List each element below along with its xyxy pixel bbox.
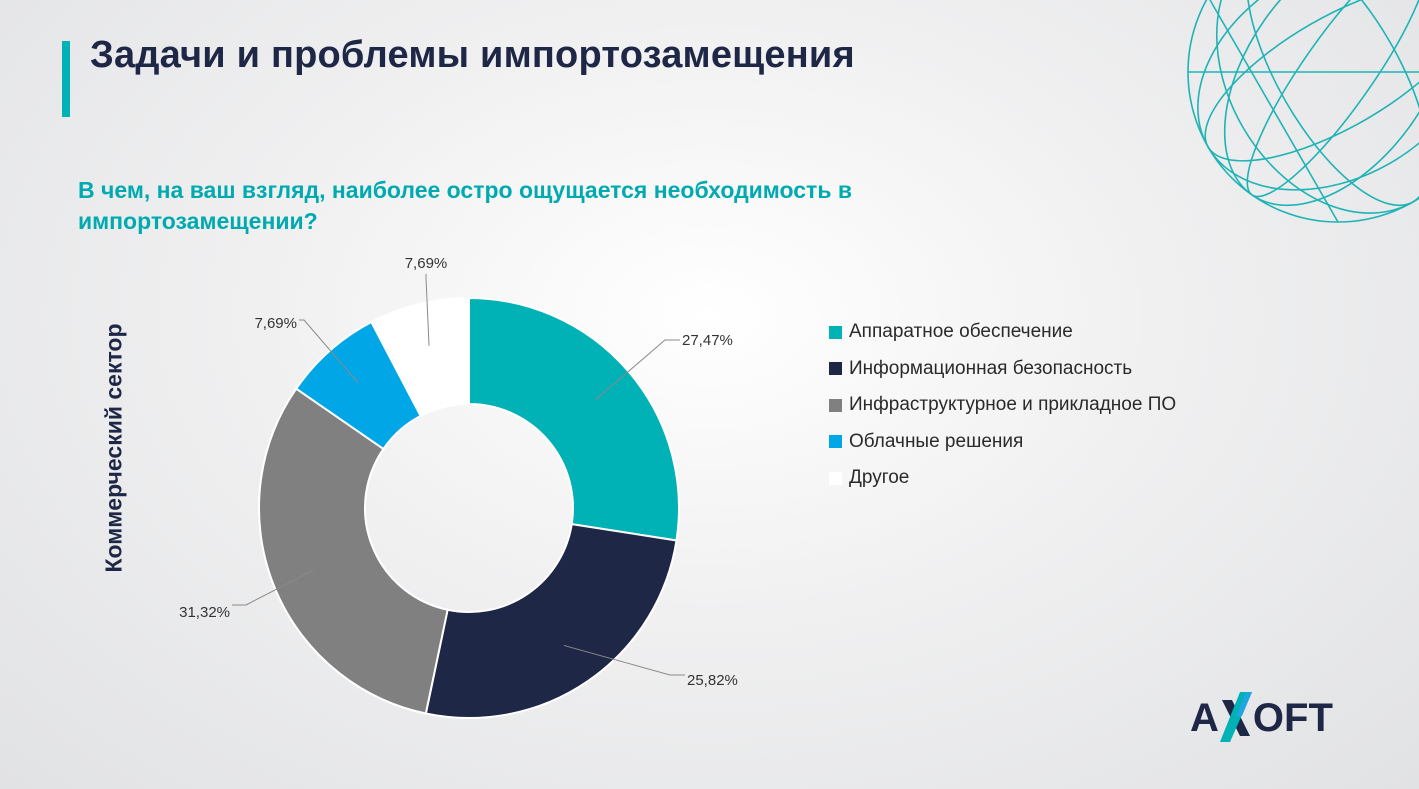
legend-label: Инфраструктурное и прикладное ПО	[849, 394, 1177, 416]
donut-slice	[370, 296, 470, 418]
legend-item: Информационная безопасность	[829, 351, 1176, 388]
donut-slice	[424, 522, 678, 719]
donut-slice	[468, 296, 680, 542]
survey-question: В чем, на ваш взгляд, наиболее остро ощу…	[78, 177, 852, 234]
leader-line	[595, 339, 680, 400]
legend-label: Информационная безопасность	[849, 357, 1133, 379]
data-label: 7,69%	[254, 315, 297, 332]
legend-swatch	[829, 362, 842, 376]
legend-label: Облачные решения	[849, 430, 1024, 452]
data-label: 27,47%	[682, 332, 733, 349]
legend-label: Аппаратное обеспечение	[849, 321, 1073, 343]
leader-line	[232, 569, 315, 606]
legend-item: Аппаратное обеспечение	[829, 314, 1176, 351]
legend-swatch	[829, 435, 842, 449]
leader-line	[299, 319, 359, 384]
legend-label: Другое	[849, 467, 910, 489]
data-label: 7,69%	[405, 255, 448, 272]
wireframe-globe-icon	[1187, 0, 1419, 223]
legend-item: Другое	[829, 460, 1176, 497]
legend-item: Инфраструктурное и прикладное ПО	[829, 387, 1176, 424]
legend-swatch	[829, 325, 842, 339]
data-label: 25,82%	[687, 672, 738, 689]
leader-line	[425, 274, 430, 346]
donut-slice	[258, 387, 449, 715]
legend-swatch	[829, 398, 842, 412]
logo-text-left: A	[1190, 696, 1219, 740]
leader-line	[563, 644, 685, 676]
legend-swatch	[829, 471, 842, 485]
title-accent-bar	[62, 41, 70, 117]
legend-item: Облачные решения	[829, 424, 1176, 461]
data-label: 31,32%	[179, 604, 230, 621]
page-title: Задачи и проблемы импортозамещения	[90, 34, 855, 76]
chart-legend: Аппаратное обеспечение Информационная без…	[829, 314, 1176, 497]
logo-text-right: OFT	[1252, 696, 1333, 740]
axoft-logo-icon: A OFT	[1190, 692, 1360, 742]
